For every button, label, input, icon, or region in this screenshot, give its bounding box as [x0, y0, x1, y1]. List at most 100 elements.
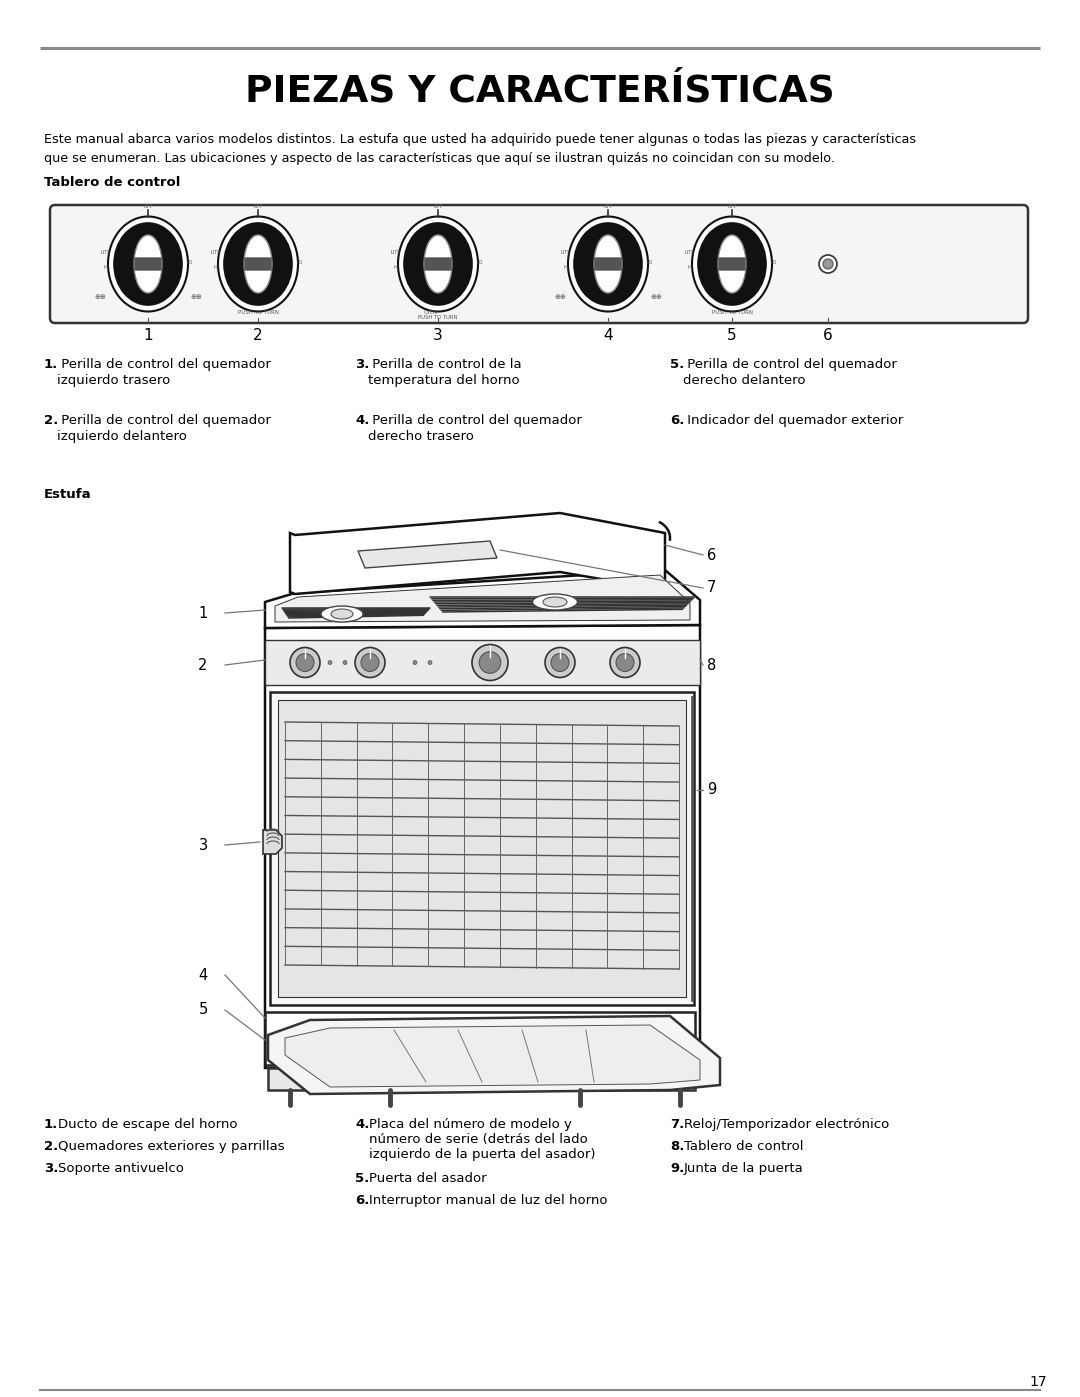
Text: 5.: 5. — [670, 358, 685, 372]
FancyBboxPatch shape — [50, 205, 1028, 323]
Text: izquierdo delantero: izquierdo delantero — [57, 430, 187, 443]
Ellipse shape — [108, 217, 188, 312]
Text: 5: 5 — [199, 1003, 207, 1017]
Text: HI: HI — [687, 265, 692, 270]
Text: HI: HI — [393, 265, 399, 270]
Text: 5: 5 — [727, 327, 737, 342]
Text: 1: 1 — [199, 605, 207, 620]
Ellipse shape — [413, 661, 417, 665]
FancyBboxPatch shape — [135, 258, 161, 270]
Text: OFF: OFF — [433, 204, 443, 210]
Text: Tablero de control: Tablero de control — [684, 1140, 804, 1153]
Text: ⊕⊕: ⊕⊕ — [554, 293, 566, 300]
FancyBboxPatch shape — [595, 258, 621, 270]
Polygon shape — [291, 513, 665, 594]
Text: LO: LO — [476, 260, 483, 265]
Text: 5.: 5. — [355, 1172, 369, 1185]
Text: OFF: OFF — [604, 204, 612, 210]
Bar — [265, 640, 700, 685]
Text: Ducto de escape del horno: Ducto de escape del horno — [58, 1118, 238, 1132]
Text: 7.: 7. — [670, 1118, 685, 1132]
Ellipse shape — [551, 654, 569, 672]
Ellipse shape — [698, 224, 766, 305]
Text: derecho delantero: derecho delantero — [683, 374, 806, 387]
Ellipse shape — [616, 654, 634, 672]
Bar — [265, 1011, 696, 1065]
Ellipse shape — [343, 661, 347, 665]
Polygon shape — [264, 830, 282, 854]
Ellipse shape — [361, 654, 379, 672]
Text: LITE: LITE — [211, 250, 221, 256]
Text: OFF: OFF — [254, 204, 262, 210]
Polygon shape — [268, 1067, 696, 1090]
Ellipse shape — [218, 217, 298, 312]
Text: HI: HI — [564, 265, 569, 270]
Ellipse shape — [404, 224, 472, 305]
Text: HI: HI — [104, 265, 109, 270]
Text: 2: 2 — [199, 658, 207, 672]
Text: Perilla de control del quemador: Perilla de control del quemador — [368, 414, 582, 427]
Ellipse shape — [532, 594, 578, 610]
Text: OFF: OFF — [727, 204, 737, 210]
Text: 8: 8 — [707, 658, 716, 672]
Text: LITE: LITE — [391, 250, 401, 256]
Text: número de serie (detrás del lado: número de serie (detrás del lado — [369, 1133, 588, 1146]
Text: 17: 17 — [1029, 1375, 1047, 1389]
Ellipse shape — [545, 647, 575, 678]
Polygon shape — [275, 576, 690, 622]
Text: LO: LO — [647, 260, 653, 265]
Ellipse shape — [321, 606, 363, 622]
Text: LO: LO — [771, 260, 778, 265]
Ellipse shape — [543, 597, 567, 608]
Ellipse shape — [330, 609, 353, 619]
Ellipse shape — [718, 235, 746, 293]
Ellipse shape — [328, 661, 332, 665]
FancyBboxPatch shape — [719, 258, 745, 270]
Text: 7: 7 — [707, 581, 716, 595]
Text: 6: 6 — [823, 327, 833, 342]
Ellipse shape — [355, 647, 384, 678]
Polygon shape — [265, 624, 700, 1067]
Text: PUSH TO TURN: PUSH TO TURN — [238, 310, 279, 314]
FancyBboxPatch shape — [426, 258, 451, 270]
Text: PUSH TO TURN: PUSH TO TURN — [712, 310, 753, 314]
Text: 9.: 9. — [670, 1162, 685, 1175]
Text: Perilla de control del quemador: Perilla de control del quemador — [683, 358, 896, 372]
Text: LO: LO — [187, 260, 193, 265]
Ellipse shape — [573, 224, 642, 305]
Text: 2.: 2. — [44, 414, 58, 427]
Bar — [270, 692, 694, 1004]
Text: 3: 3 — [433, 327, 443, 342]
Text: Interruptor manual de luz del horno: Interruptor manual de luz del horno — [369, 1194, 607, 1207]
Text: izquierdo trasero: izquierdo trasero — [57, 374, 171, 387]
Text: 4: 4 — [199, 968, 207, 982]
Text: LITE: LITE — [100, 250, 111, 256]
Ellipse shape — [224, 224, 292, 305]
Text: izquierdo de la puerta del asador): izquierdo de la puerta del asador) — [369, 1148, 595, 1161]
Ellipse shape — [296, 654, 314, 672]
Text: temperatura del horno: temperatura del horno — [368, 374, 519, 387]
Text: derecho trasero: derecho trasero — [368, 430, 474, 443]
Text: Tablero de control: Tablero de control — [44, 176, 180, 189]
Polygon shape — [357, 541, 497, 569]
Text: Estufa: Estufa — [44, 488, 92, 502]
Text: 6.: 6. — [355, 1194, 369, 1207]
Text: Reloj/Temporizador electrónico: Reloj/Temporizador electrónico — [684, 1118, 889, 1132]
Ellipse shape — [568, 217, 648, 312]
Ellipse shape — [610, 647, 640, 678]
Text: 1: 1 — [144, 327, 152, 342]
Text: PUSH TO TURN: PUSH TO TURN — [418, 314, 458, 320]
Ellipse shape — [114, 224, 183, 305]
Text: 6.: 6. — [670, 414, 685, 427]
Text: 4.: 4. — [355, 414, 369, 427]
Ellipse shape — [428, 661, 432, 665]
Text: 2: 2 — [253, 327, 262, 342]
Text: OFF: OFF — [144, 204, 152, 210]
Ellipse shape — [291, 647, 320, 678]
Text: Perilla de control del quemador: Perilla de control del quemador — [57, 414, 271, 427]
Text: LITE: LITE — [561, 250, 571, 256]
Text: HI: HI — [214, 265, 218, 270]
Text: 3: 3 — [199, 837, 207, 852]
Ellipse shape — [472, 644, 508, 680]
Text: que se enumeran. Las ubicaciones y aspecto de las características que aquí se il: que se enumeran. Las ubicaciones y aspec… — [44, 152, 835, 165]
